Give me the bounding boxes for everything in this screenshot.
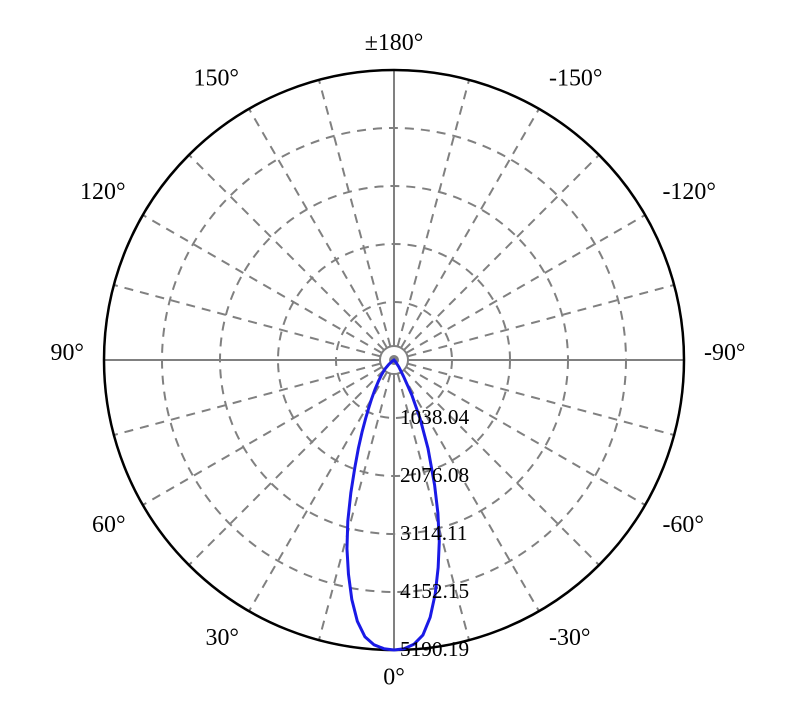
angle-label: -60°	[662, 512, 703, 538]
grid-spoke	[319, 374, 390, 641]
grid-spoke	[189, 155, 384, 350]
angle-label: 90°	[50, 340, 84, 366]
polar-chart: 1038.04 2076.08 3114.11 4152.15 5190.19 ±180…	[0, 0, 788, 720]
grid-spoke	[404, 155, 599, 350]
radial-tick-label: 1038.04	[400, 405, 469, 429]
grid-spoke	[143, 215, 382, 353]
radial-tick-label: 4152.15	[400, 579, 469, 603]
angle-label: -30°	[549, 625, 590, 651]
angle-label: 0°	[383, 664, 405, 690]
angle-label: 60°	[92, 512, 126, 538]
radial-tick-labels: 1038.04 2076.08 3114.11 4152.15 5190.19	[400, 405, 469, 661]
radial-tick-label: 5190.19	[400, 637, 469, 661]
radial-tick-label: 3114.11	[400, 521, 468, 545]
radial-tick-label: 2076.08	[400, 463, 469, 487]
angle-label: 120°	[80, 179, 125, 205]
grid-spoke	[401, 109, 539, 348]
grid-spoke	[406, 215, 645, 353]
angle-label: -120°	[662, 179, 715, 205]
grid-spoke	[319, 80, 390, 347]
grid-spoke	[114, 364, 381, 435]
angle-label: -90°	[704, 340, 745, 366]
angle-label: 150°	[194, 66, 239, 92]
grid-spoke	[398, 80, 469, 347]
angle-label: 30°	[205, 625, 239, 651]
angle-label: -150°	[549, 66, 602, 92]
grid-spoke	[408, 285, 675, 356]
grid-spoke	[114, 285, 381, 356]
grid-spoke	[249, 372, 387, 611]
angle-label: ±180°	[365, 30, 424, 56]
grid-spoke	[249, 109, 387, 348]
grid-spoke	[143, 367, 382, 505]
